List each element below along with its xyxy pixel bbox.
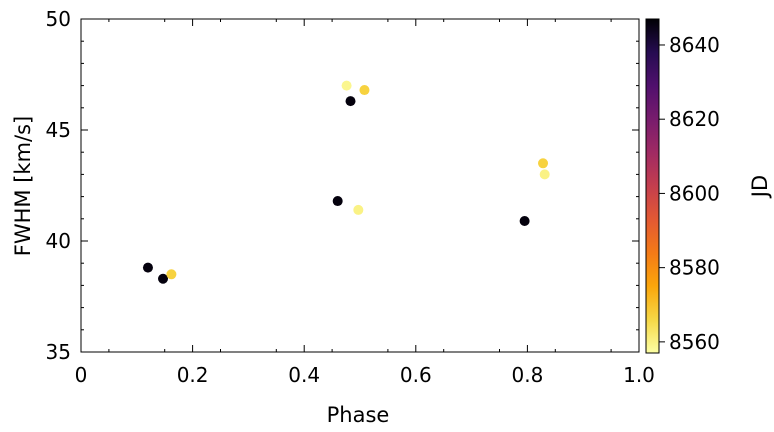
data-point: [345, 96, 356, 107]
colorbar-tick-label: 8600: [669, 181, 720, 205]
x-tick-label: 1.0: [623, 363, 655, 387]
colorbar-gradient: [645, 18, 660, 354]
data-points: [142, 80, 550, 284]
y-axis-ticks: 35 40 45 50: [46, 7, 639, 364]
data-point: [142, 262, 153, 273]
colorbar-tick-label: 8580: [669, 256, 720, 280]
colorbar-tick-label: 8640: [669, 33, 720, 57]
colorbar-tick-label: 8620: [669, 107, 720, 131]
x-axis-ticks: 0 0.2 0.4 0.6 0.8 1.0: [75, 19, 655, 387]
x-tick-label: 0.2: [177, 363, 209, 387]
plot-frame: [80, 18, 640, 353]
colorbar-ticks: 8560 8580 8600 8620 8640: [659, 33, 720, 354]
y-tick-label: 45: [46, 118, 71, 142]
data-point: [353, 204, 364, 215]
data-point: [359, 85, 370, 96]
data-point: [332, 196, 343, 207]
y-tick-label: 40: [46, 229, 71, 253]
data-point: [519, 216, 530, 227]
x-tick-label: 0: [75, 363, 88, 387]
colorbar-label: JD: [748, 175, 772, 199]
data-point: [538, 158, 549, 169]
x-axis-label: Phase: [327, 403, 390, 427]
colorbar: 8560 8580 8600 8620 8640 JD: [645, 18, 772, 354]
x-tick-label: 0.6: [400, 363, 432, 387]
x-tick-label: 0.8: [511, 363, 543, 387]
plot-area: [80, 18, 640, 353]
y-tick-label: 35: [46, 340, 71, 364]
data-point: [166, 269, 177, 280]
data-point: [341, 80, 352, 91]
x-tick-label: 0.4: [288, 363, 320, 387]
data-point: [158, 273, 169, 284]
data-point: [539, 169, 550, 180]
y-tick-label: 50: [46, 7, 71, 31]
y-axis-label: FWHM [km/s]: [11, 116, 35, 256]
colorbar-tick-label: 8560: [669, 330, 720, 354]
